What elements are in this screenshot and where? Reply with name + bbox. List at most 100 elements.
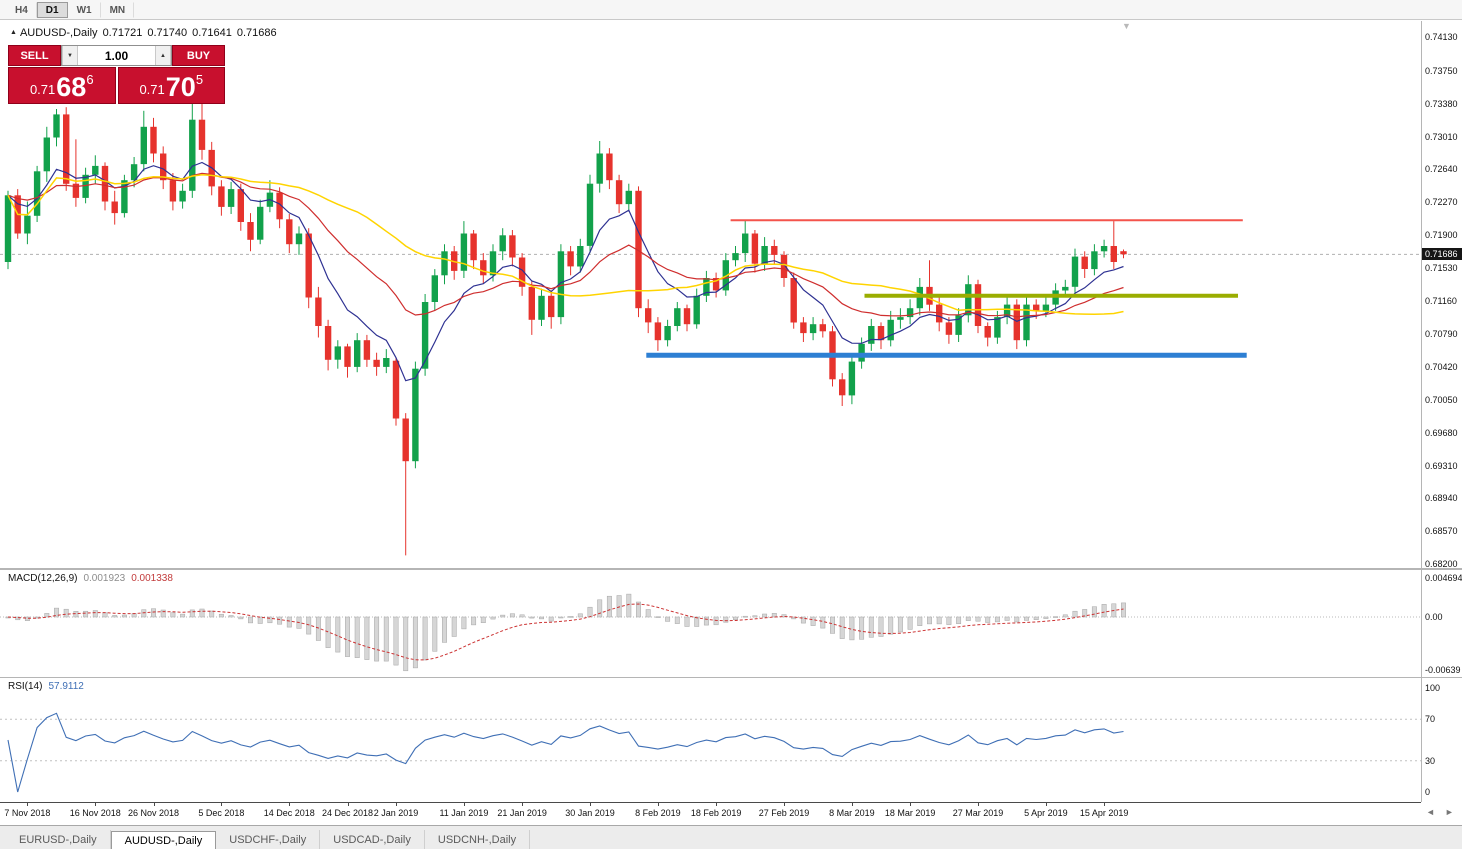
candle-body: [354, 340, 361, 367]
date-label: 14 Dec 2018: [263, 808, 315, 818]
price-axis-label: 0.69680: [1425, 427, 1458, 438]
buy-price-prefix: 0.71: [139, 82, 165, 97]
date-label: 16 Nov 2018: [69, 808, 121, 818]
chart-tab-eurusddaily[interactable]: EURUSD-,Daily: [6, 830, 111, 849]
macd-histogram-bar: [480, 616, 486, 623]
candle-body: [974, 284, 982, 326]
macd-histogram-bar: [752, 615, 758, 618]
volume-decrease-button[interactable]: ▼: [62, 46, 78, 65]
macd-histogram-bar: [238, 616, 244, 620]
macd-histogram-bar: [1072, 610, 1078, 618]
chart-tab-usdcnhdaily[interactable]: USDCNH-,Daily: [425, 830, 531, 849]
macd-histogram-bar: [597, 599, 603, 618]
candle-body: [868, 326, 875, 344]
timeframe-button-h4[interactable]: H4: [6, 1, 37, 18]
buy-button[interactable]: BUY: [172, 45, 225, 66]
macd-histogram-bar: [306, 616, 312, 635]
date-tick: [463, 803, 465, 806]
candle-body: [538, 295, 545, 320]
timeframe-button-d1[interactable]: D1: [36, 1, 68, 18]
candle-body: [111, 201, 118, 214]
price-axis-label: 0.72270: [1425, 197, 1458, 208]
price-axis-label: 0.71900: [1425, 230, 1458, 241]
candle-body: [528, 286, 535, 320]
volume-increase-button[interactable]: ▲: [155, 46, 171, 65]
macd-histogram-bar: [277, 616, 283, 625]
macd-signal-value: 0.001338: [131, 573, 173, 584]
candle-body: [121, 180, 128, 214]
candle-body: [955, 315, 962, 335]
candle-body: [518, 257, 526, 287]
candle-body: [897, 317, 904, 320]
macd-histogram-bar: [810, 616, 816, 626]
chart-tab-usdcaddaily[interactable]: USDCAD-,Daily: [320, 830, 425, 849]
macd-histogram-bar: [917, 616, 923, 626]
macd-histogram-bar: [412, 616, 418, 669]
one-click-collapse-icon[interactable]: ▲: [10, 29, 17, 36]
candle-body: [751, 233, 759, 264]
candle-body: [286, 219, 293, 245]
price-chart-canvas[interactable]: [0, 21, 1421, 568]
macd-histogram-bar: [44, 613, 50, 618]
timeframe-button-w1[interactable]: W1: [68, 1, 101, 18]
date-label: 27 Mar 2019: [952, 808, 1004, 818]
macd-histogram-bar: [209, 610, 215, 618]
date-tick: [347, 803, 349, 806]
candle-body: [150, 126, 157, 154]
candle-body: [712, 278, 720, 291]
macd-histogram-bar: [131, 613, 137, 618]
date-tick: [1104, 803, 1106, 806]
scroll-right-icon[interactable]: ►: [1444, 807, 1454, 817]
macd-histogram-bar: [354, 616, 360, 658]
pane-splitter-macd-rsi[interactable]: [0, 677, 1462, 678]
chart-tab-audusddaily[interactable]: AUDUSD-,Daily: [110, 831, 217, 849]
time-axis[interactable]: 7 Nov 2018 16 Nov 2018 26 Nov 2018 5 Dec 20…: [0, 802, 1421, 824]
macd-histogram-bar: [248, 616, 253, 624]
candle-body: [421, 302, 429, 369]
macd-histogram-bar: [1101, 604, 1107, 618]
candle-body: [848, 361, 856, 396]
macd-label: MACD(12,26,9) 0.001923 0.001338: [8, 573, 173, 584]
candle-body: [654, 322, 662, 341]
macd-histogram-bar: [170, 612, 176, 618]
date-tick: [396, 803, 397, 806]
candle-body: [1081, 256, 1088, 269]
candle-body: [877, 326, 885, 341]
chart-shift-marker-icon[interactable]: ▼: [1122, 21, 1131, 31]
pane-splitter-main-macd[interactable]: [0, 568, 1462, 570]
timeframe-button-mn[interactable]: MN: [101, 1, 135, 18]
scroll-left-icon[interactable]: ◄: [1426, 807, 1435, 817]
date-label: 24 Dec 2018: [321, 808, 374, 818]
macd-histogram-bar: [490, 616, 496, 620]
macd-histogram-bar: [665, 616, 671, 622]
macd-main-value: 0.001923: [83, 573, 126, 584]
sell-button[interactable]: SELL: [8, 45, 61, 66]
candle-body: [227, 189, 235, 207]
macd-histogram-bar: [771, 613, 777, 618]
chart-tab-usdchfdaily[interactable]: USDCHF-,Daily: [216, 830, 321, 849]
macd-histogram-bar: [180, 613, 186, 618]
candle-body: [625, 190, 632, 205]
macd-histogram-bar: [762, 613, 768, 618]
candle-body: [179, 190, 186, 202]
candle-body: [470, 233, 477, 261]
macd-histogram-bar: [703, 616, 709, 626]
macd-histogram-bar: [839, 616, 845, 639]
candle-body: [1013, 304, 1020, 341]
price-axis-label: 0.69310: [1425, 460, 1458, 471]
candle-body: [703, 278, 710, 296]
candle-body: [53, 114, 60, 138]
buy-price-button[interactable]: 0.71 70 5: [117, 67, 225, 104]
date-label: 8 Feb 2019: [635, 808, 681, 818]
candle-body: [693, 295, 700, 325]
sell-price-button[interactable]: 0.71 68 6: [8, 67, 116, 104]
candle-body: [509, 235, 516, 258]
macd-histogram-bar: [694, 616, 700, 627]
macd-histogram-bar: [606, 595, 612, 618]
volume-input[interactable]: [78, 46, 155, 65]
candle-body: [480, 260, 487, 276]
date-label: 5 Apr 2019: [1024, 808, 1068, 818]
ohlc-close: 0.71686: [236, 27, 277, 39]
date-label: 8 Mar 2019: [829, 808, 875, 818]
macd-histogram-bar: [519, 614, 525, 618]
